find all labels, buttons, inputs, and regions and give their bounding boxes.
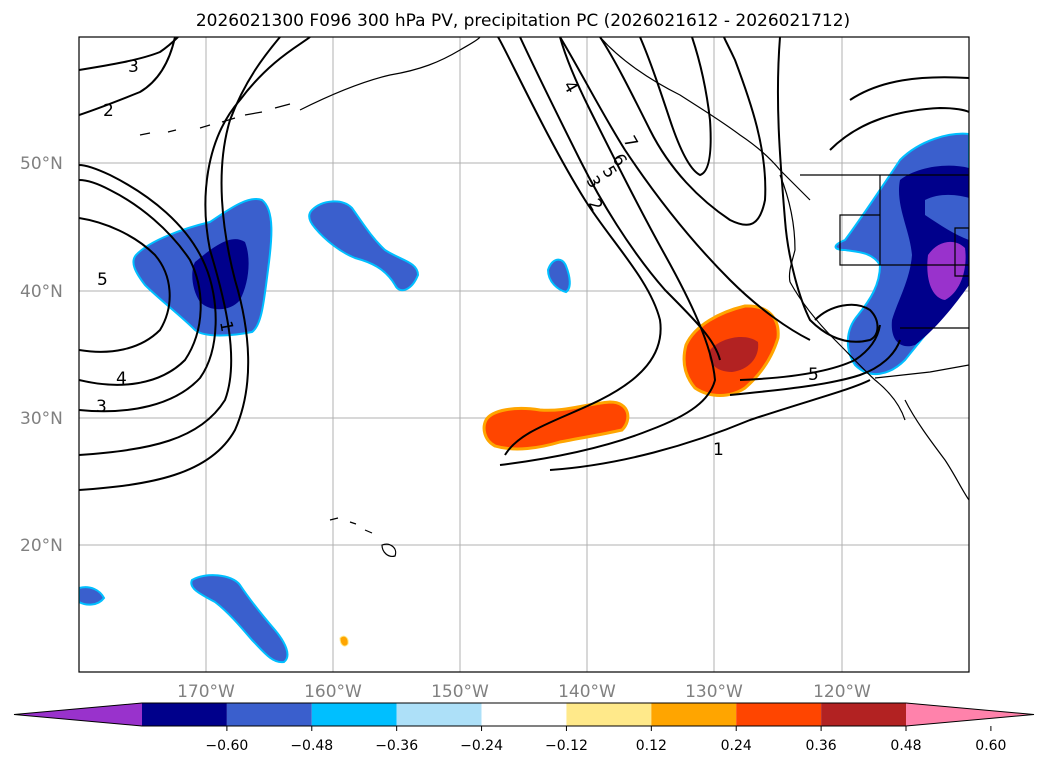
colorbar-tick-label: 0.12 [636, 738, 667, 754]
colorbar-segment [226, 703, 312, 726]
pv-label: 3 [96, 397, 107, 417]
lon-label: 140°W [558, 682, 616, 702]
longitude-labels: 170°W 160°W 150°W 140°W 130°W 120°W [177, 682, 871, 702]
lon-label: 130°W [685, 682, 743, 702]
lat-label: 20°N [20, 536, 63, 556]
colorbar-tick-label: −0.36 [375, 738, 418, 754]
pc-region-sw-blue [190, 574, 289, 664]
pv-label: 4 [116, 369, 127, 389]
pv-contours [79, 37, 969, 491]
pv-contour-trough-1 [497, 37, 662, 456]
lat-label: 50°N [20, 154, 63, 174]
colorbar-segment [651, 703, 737, 726]
pc-region-central-orange [482, 400, 630, 451]
negative-pc-regions [79, 132, 969, 664]
pc-region-east-red [709, 336, 759, 372]
pv-contour-7 [79, 37, 176, 116]
pv-contour-ridge-3 [829, 106, 969, 151]
lat-label: 40°N [20, 282, 63, 302]
pv-contour-1 [79, 37, 311, 456]
pc-region-far-west-blue [79, 586, 106, 606]
pv-contour-trough-4 [519, 37, 721, 361]
pv-contour-4 [79, 217, 171, 353]
pv-label: 2 [103, 101, 114, 121]
colorbar-tick-label: 0.24 [721, 738, 752, 754]
lon-label: 170°W [177, 682, 235, 702]
lat-label: 30°N [20, 409, 63, 429]
pc-region-west-core [192, 239, 249, 310]
colorbar-segment [821, 703, 906, 726]
pv-label: 1 [215, 319, 237, 333]
pv-contour-5 [79, 164, 217, 413]
colorbar-outline [13, 702, 1035, 727]
aleutian-islands [139, 103, 291, 136]
colorbar: −0.60 −0.48 −0.36 −0.24 −0.12 0.12 0.24 0.36 0.4… [13, 702, 1035, 754]
lon-label: 120°W [813, 682, 871, 702]
pv-label: 5 [808, 365, 819, 385]
colorbar-tick-label: 0.60 [975, 738, 1006, 754]
lon-label: 160°W [304, 682, 362, 702]
pv-label: 1 [713, 440, 724, 460]
colorbar-segment [396, 703, 482, 726]
us-west-coast [789, 281, 906, 421]
pv-contour-ridge-1 [776, 37, 879, 343]
colorbar-tick-label: −0.12 [545, 738, 588, 754]
pv-label: 5 [97, 270, 108, 290]
colorbar-segment [311, 703, 397, 726]
baja-coast [904, 399, 969, 501]
colorbar-segment [566, 703, 652, 726]
coastlines [139, 37, 969, 557]
colorbar-extend-high [906, 703, 1034, 726]
colorbar-tick-label: −0.48 [290, 738, 333, 754]
hawaii-islands [329, 517, 397, 557]
pc-region-tiny-orange [339, 635, 349, 647]
pc-region-east-inner [925, 194, 969, 240]
map-frame [78, 36, 970, 673]
colorbar-tick-label: −0.24 [460, 738, 503, 754]
figure-title: 2026021300 F096 300 hPa PV, precipitatio… [196, 11, 850, 31]
colorbar-extend-low [14, 703, 142, 726]
colorbar-segment [736, 703, 822, 726]
map-area: 3 2 5 4 3 1 4 7 6 5 3 2 5 1 [79, 37, 969, 672]
state-borders [839, 175, 969, 329]
colorbar-tick-label: −0.60 [205, 738, 248, 754]
pv-contour-3 [79, 179, 202, 386]
latitude-labels: 50°N 40°N 30°N 20°N [20, 154, 63, 556]
mexico-border [874, 364, 969, 379]
colorbar-segment [142, 703, 227, 726]
pv-contour-ridge-2 [849, 76, 969, 101]
pv-contour-east-2 [739, 324, 881, 381]
pv-contour-trough-3 [549, 379, 871, 471]
pc-region-small-blue [546, 258, 571, 294]
pc-region-east-purple [927, 241, 966, 300]
colorbar-tick-label: 0.48 [890, 738, 921, 754]
alaska-coast [299, 37, 481, 111]
colorbar-tick-label: 0.36 [806, 738, 837, 754]
pv-label: 3 [128, 57, 139, 77]
pv-contour-2 [79, 37, 281, 491]
pv-contour-east-1 [729, 339, 901, 396]
alaska-southeast-coast [599, 37, 811, 201]
pv-contour-trough-7 [639, 37, 712, 177]
lon-label: 150°W [431, 682, 489, 702]
positive-pc-regions [339, 304, 780, 647]
pc-region-central-blue [308, 200, 420, 292]
canada-coast [779, 174, 796, 283]
pv-contour-trough-6 [599, 37, 767, 226]
colorbar-segment [481, 703, 567, 726]
pv-contour-trough-5 [559, 37, 811, 341]
